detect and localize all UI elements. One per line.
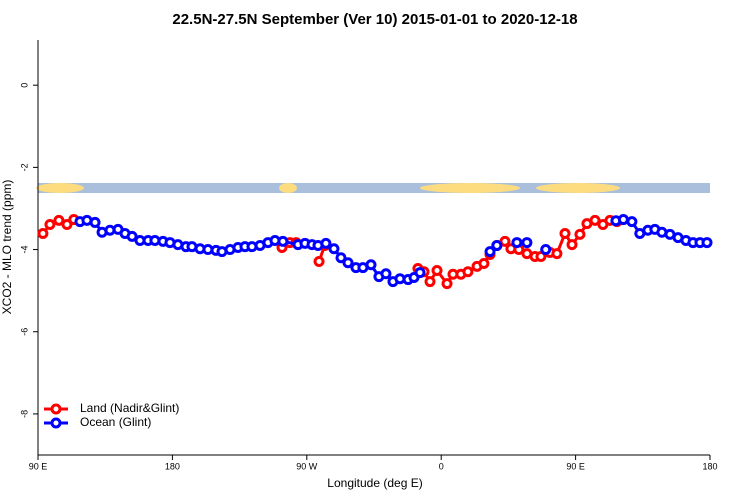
data-point — [566, 239, 578, 251]
series-line — [79, 218, 708, 284]
data-point — [617, 214, 629, 226]
x-tick-label: 180 — [165, 461, 180, 471]
data-point — [431, 265, 443, 277]
data-point — [551, 248, 563, 260]
y-tick-label: -8 — [19, 410, 29, 418]
legend-marker — [50, 417, 62, 429]
data-point — [424, 276, 436, 288]
data-point — [491, 239, 503, 251]
x-axis-label: Longitude (deg E) — [327, 476, 422, 490]
y-tick-label: 0 — [19, 83, 29, 88]
data-point — [126, 230, 138, 242]
data-point — [701, 237, 713, 249]
legend-label: Ocean (Glint) — [80, 415, 151, 429]
data-point — [521, 237, 533, 249]
x-tick-label: 90 W — [296, 461, 318, 471]
land-shape — [279, 183, 297, 193]
data-point — [511, 237, 523, 249]
y-tick-label: -4 — [19, 246, 29, 254]
x-tick-label: 90 E — [29, 461, 48, 471]
data-point — [462, 266, 474, 278]
ocean-band — [38, 183, 710, 193]
data-point — [484, 246, 496, 258]
data-point — [335, 252, 347, 264]
data-point — [478, 258, 490, 270]
data-point — [365, 259, 377, 271]
data-point — [277, 235, 289, 247]
land-shape — [420, 183, 520, 193]
data-point — [53, 214, 65, 226]
land-shape — [36, 183, 84, 193]
x-tick-label: 90 E — [566, 461, 585, 471]
y-tick-label: -2 — [19, 163, 29, 171]
data-point — [441, 278, 453, 290]
data-point — [574, 228, 586, 240]
data-point — [320, 237, 332, 249]
y-axis-label: XCO2 - MLO trend (ppm) — [0, 180, 14, 315]
x-tick-label: 0 — [439, 461, 444, 471]
land-shape — [536, 183, 620, 193]
legend-marker — [50, 403, 62, 415]
data-point — [499, 235, 511, 247]
x-tick-label: 180 — [702, 461, 717, 471]
data-point — [380, 268, 392, 280]
legend-label: Land (Nadir&Glint) — [80, 401, 179, 415]
data-point — [540, 244, 552, 256]
data-point — [89, 216, 101, 228]
data-point — [559, 228, 571, 240]
data-point — [535, 251, 547, 263]
chart-title: 22.5N-27.5N September (Ver 10) 2015-01-0… — [172, 11, 577, 28]
data-point — [37, 228, 49, 240]
data-point — [313, 255, 325, 267]
data-point — [44, 218, 56, 230]
data-point — [342, 257, 354, 269]
map-band — [36, 183, 710, 193]
data-point — [626, 216, 638, 228]
data-point — [414, 267, 426, 279]
data-point — [61, 218, 73, 230]
data-point — [589, 214, 601, 226]
data-point — [328, 243, 340, 255]
y-tick-label: -6 — [19, 328, 29, 336]
